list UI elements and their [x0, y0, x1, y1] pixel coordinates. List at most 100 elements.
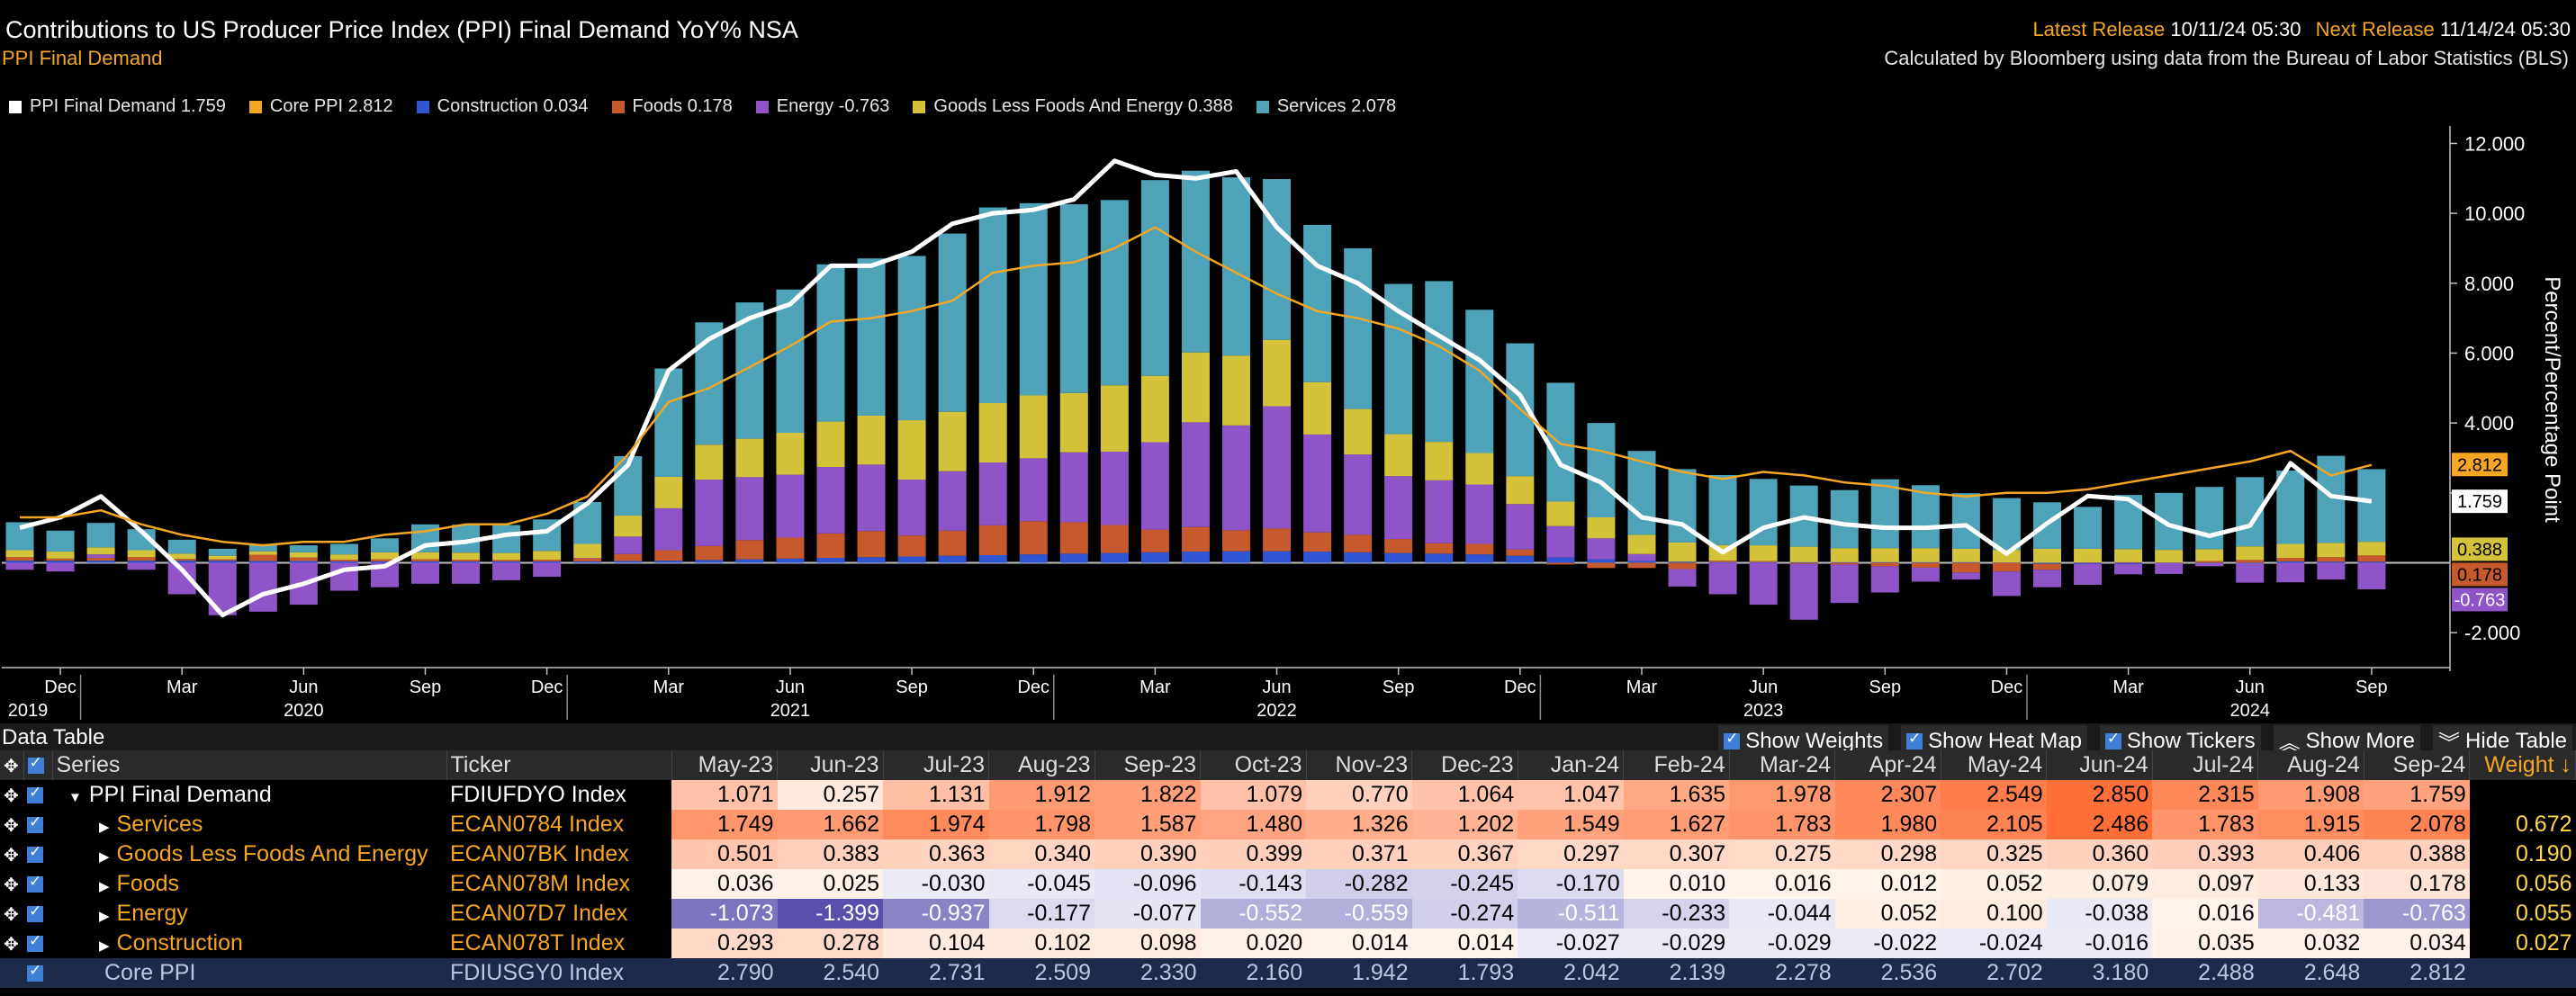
value-cell[interactable]: 1.549	[1518, 810, 1624, 839]
legend-item[interactable]: Construction 0.034	[416, 96, 589, 117]
value-cell[interactable]: 0.020	[1200, 929, 1307, 958]
value-cell[interactable]: 0.399	[1200, 839, 1307, 869]
value-cell[interactable]: 1.047	[1518, 780, 1624, 810]
legend-item[interactable]: Goods Less Foods And Energy 0.388	[913, 96, 1233, 117]
checkbox-icon[interactable]	[27, 754, 44, 775]
value-cell[interactable]: 0.371	[1306, 839, 1412, 869]
value-cell[interactable]: 0.363	[883, 839, 989, 869]
value-cell[interactable]: -1.073	[671, 899, 778, 929]
ticker-cell[interactable]: FDIUSGY0 Index	[446, 958, 671, 988]
row-handle[interactable]: ✥	[0, 810, 23, 839]
value-cell[interactable]: 1.912	[988, 780, 1095, 810]
series-name[interactable]: ▶ Foods	[52, 869, 446, 899]
value-cell[interactable]: 0.016	[1729, 869, 1835, 899]
value-cell[interactable]: 0.104	[883, 929, 989, 958]
value-cell[interactable]: 0.133	[2257, 869, 2364, 899]
value-cell[interactable]: 0.035	[2152, 929, 2258, 958]
checkbox-icon[interactable]	[27, 932, 43, 953]
value-cell[interactable]: 1.759	[2364, 780, 2470, 810]
value-cell[interactable]: 2.702	[1941, 958, 2047, 988]
month-column-header[interactable]: Aug-23	[988, 750, 1095, 780]
value-cell[interactable]: 0.501	[671, 839, 778, 869]
value-cell[interactable]: 2.486	[2046, 810, 2153, 839]
ticker-cell[interactable]: ECAN07BK Index	[446, 839, 671, 869]
value-cell[interactable]: 0.275	[1729, 839, 1835, 869]
value-cell[interactable]: 2.488	[2152, 958, 2258, 988]
value-cell[interactable]: 1.793	[1411, 958, 1518, 988]
value-cell[interactable]: 1.627	[1623, 810, 1730, 839]
ticker-cell[interactable]: FDIUFDYO Index	[446, 780, 671, 810]
expand-icon[interactable]: ▶	[99, 909, 110, 924]
value-cell[interactable]: -0.511	[1518, 899, 1624, 929]
value-cell[interactable]: 1.071	[671, 780, 778, 810]
value-cell[interactable]: 1.064	[1411, 780, 1518, 810]
value-cell[interactable]: 2.509	[988, 958, 1095, 988]
month-column-header[interactable]: Nov-23	[1306, 750, 1413, 780]
value-cell[interactable]: 2.731	[883, 958, 989, 988]
row-handle[interactable]: ✥	[0, 839, 23, 869]
value-cell[interactable]: 0.360	[2046, 839, 2153, 869]
row-handle[interactable]: ✥	[0, 899, 23, 929]
expand-icon[interactable]: ▶	[99, 879, 110, 894]
checkbox-icon[interactable]	[27, 873, 43, 893]
checkbox-icon[interactable]	[27, 784, 43, 804]
value-cell[interactable]: 3.180	[2046, 958, 2153, 988]
ticker-cell[interactable]: ECAN07D7 Index	[446, 899, 671, 929]
value-cell[interactable]: -0.077	[1094, 899, 1201, 929]
value-cell[interactable]: 0.016	[2152, 899, 2258, 929]
value-cell[interactable]: -0.937	[883, 899, 989, 929]
value-cell[interactable]: 1.915	[2257, 810, 2364, 839]
month-column-header[interactable]: Jul-23	[883, 750, 990, 780]
series-column-header[interactable]: Series	[52, 750, 447, 780]
month-column-header[interactable]: Jan-24	[1518, 750, 1625, 780]
value-cell[interactable]: 0.383	[777, 839, 884, 869]
row-handle-header[interactable]: ✥	[0, 750, 24, 780]
value-cell[interactable]: -0.029	[1623, 929, 1730, 958]
series-name[interactable]: ▶ Energy	[52, 899, 446, 929]
series-name[interactable]: ▶ Construction	[52, 929, 446, 958]
row-checkbox[interactable]	[23, 780, 52, 810]
value-cell[interactable]: 1.980	[1834, 810, 1941, 839]
value-cell[interactable]: 1.783	[2152, 810, 2258, 839]
row-handle[interactable]: ✥	[0, 929, 23, 958]
value-cell[interactable]: 0.014	[1411, 929, 1518, 958]
value-cell[interactable]: -0.233	[1623, 899, 1730, 929]
value-cell[interactable]: 2.648	[2257, 958, 2364, 988]
value-cell[interactable]: 1.202	[1411, 810, 1518, 839]
ticker-cell[interactable]: ECAN078M Index	[446, 869, 671, 899]
value-cell[interactable]: 0.325	[1941, 839, 2047, 869]
ticker-column-header[interactable]: Ticker	[446, 750, 672, 780]
value-cell[interactable]: 0.079	[2046, 869, 2153, 899]
value-cell[interactable]: 0.257	[777, 780, 884, 810]
value-cell[interactable]: 0.307	[1623, 839, 1730, 869]
value-cell[interactable]: 1.079	[1200, 780, 1307, 810]
value-cell[interactable]: -0.143	[1200, 869, 1307, 899]
row-checkbox[interactable]	[23, 839, 52, 869]
value-cell[interactable]: 2.850	[2046, 780, 2153, 810]
legend-item[interactable]: PPI Final Demand 1.759	[9, 96, 226, 117]
value-cell[interactable]: 2.278	[1729, 958, 1835, 988]
value-cell[interactable]: 2.790	[671, 958, 778, 988]
collapse-icon[interactable]: ▼	[68, 790, 82, 805]
row-checkbox[interactable]	[23, 958, 52, 988]
row-handle[interactable]: ✥	[0, 869, 23, 899]
checkbox-icon[interactable]	[1906, 730, 1923, 749]
month-column-header[interactable]: Mar-24	[1729, 750, 1836, 780]
value-cell[interactable]: 2.078	[2364, 810, 2470, 839]
series-name[interactable]: ▼ PPI Final Demand	[52, 780, 446, 810]
month-column-header[interactable]: Dec-23	[1411, 750, 1518, 780]
value-cell[interactable]: 2.139	[1623, 958, 1730, 988]
value-cell[interactable]: -0.045	[988, 869, 1095, 899]
month-column-header[interactable]: May-24	[1941, 750, 2048, 780]
series-name[interactable]: Core PPI	[52, 958, 446, 988]
checkbox-icon[interactable]	[1724, 730, 1741, 749]
value-cell[interactable]: 2.536	[1834, 958, 1941, 988]
checkbox-icon[interactable]	[27, 813, 43, 834]
value-cell[interactable]: 0.406	[2257, 839, 2364, 869]
value-cell[interactable]: -0.177	[988, 899, 1095, 929]
value-cell[interactable]: 0.052	[1941, 869, 2047, 899]
value-cell[interactable]: 0.098	[1094, 929, 1201, 958]
row-checkbox[interactable]	[23, 869, 52, 899]
